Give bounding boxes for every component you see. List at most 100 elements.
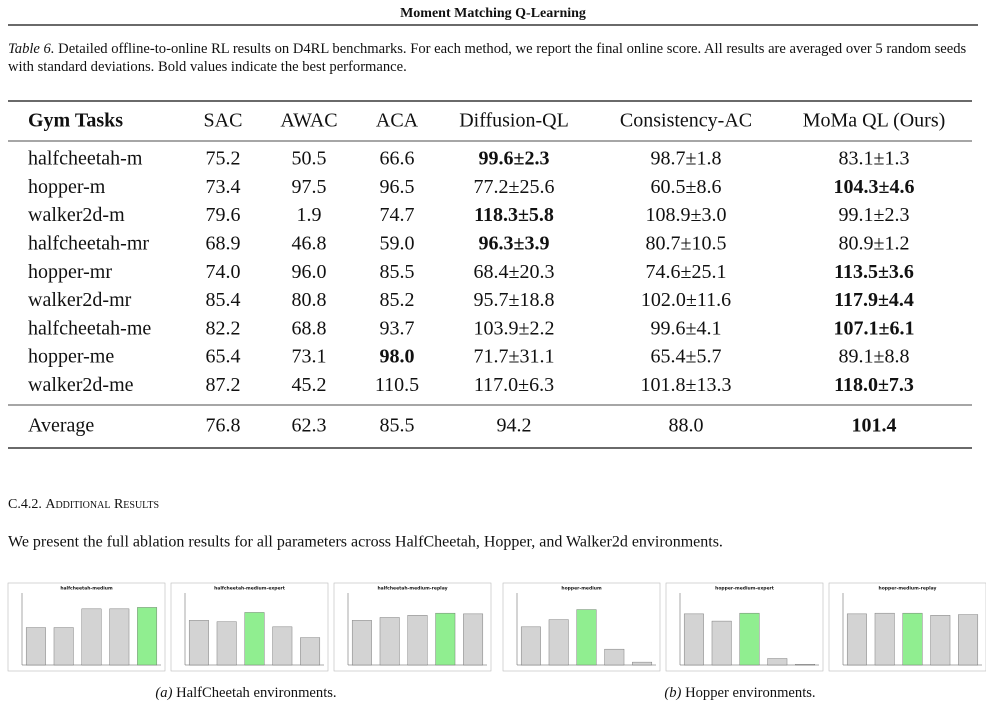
table-cell: 83.1±1.3 (839, 148, 910, 170)
table-cell: 50.5 (292, 148, 327, 170)
bar (576, 609, 597, 666)
bar (683, 613, 704, 666)
chart-title: hopper-medium-expert (715, 586, 775, 592)
table-cell: 87.2 (206, 374, 241, 396)
column-header: ACA (376, 110, 419, 132)
table-cell: 62.3 (292, 415, 327, 437)
table-cell: 80.9±1.2 (839, 232, 910, 254)
table-cell: 102.0±11.6 (641, 289, 731, 311)
bar (25, 627, 46, 666)
table-cell: 80.8 (292, 289, 327, 311)
figure-caption: (a) HalfCheetah environments. (155, 685, 336, 701)
bar (711, 620, 732, 666)
figure-label: (b) (664, 685, 681, 701)
row-label: halfcheetah-m (28, 148, 143, 170)
bar (188, 620, 209, 666)
bar (351, 620, 372, 666)
table-cell: 94.2 (497, 415, 532, 437)
table-cell: 110.5 (375, 374, 419, 396)
figure-caption: (b) Hopper environments. (664, 685, 815, 701)
table-cell: 104.3±4.6 (834, 176, 915, 198)
table-cell: 93.7 (380, 317, 415, 339)
table-cell: 77.2±25.6 (474, 176, 555, 198)
bar (520, 626, 541, 666)
bar (300, 637, 321, 666)
bar (407, 615, 428, 666)
chart-title: hopper-medium-replay (878, 586, 936, 592)
table-cell: 96.5 (380, 176, 415, 198)
table-cell: 60.5±8.6 (651, 176, 722, 198)
figure-caption-text: Hopper environments. (685, 685, 816, 701)
bar (604, 648, 625, 666)
bar (767, 658, 788, 666)
table-cell: 75.2 (206, 148, 241, 170)
table-cell: 74.0 (206, 261, 241, 283)
table-cell: 1.9 (297, 204, 322, 226)
bar (379, 617, 400, 666)
row-label: halfcheetah-mr (28, 232, 149, 254)
row-label: walker2d-me (28, 374, 134, 396)
table-cell: 45.2 (292, 374, 327, 396)
chart-title: halfcheetah-medium-replay (377, 586, 447, 592)
chart-title: hopper-medium (561, 586, 602, 592)
column-header: Diffusion-QL (459, 110, 569, 132)
running-header: Moment Matching Q-Learning (400, 6, 586, 21)
table-cell: 73.1 (292, 346, 327, 368)
table-cell: 66.6 (380, 148, 415, 170)
section-title: Additional Results (45, 497, 159, 512)
table-cell: 85.4 (206, 289, 241, 311)
table-cell: 85.5 (380, 415, 415, 437)
row-label: hopper-mr (28, 261, 112, 283)
table-cell: 99.6±2.3 (479, 148, 550, 170)
table-cell: 82.2 (206, 317, 241, 339)
table-cell: 108.9±3.0 (646, 204, 727, 226)
table-cell: 117.9±4.4 (834, 289, 914, 311)
bar (795, 664, 816, 666)
figure-label: (a) (155, 685, 172, 701)
bar (463, 613, 484, 666)
bar (109, 608, 130, 666)
table-cell: 101.8±13.3 (641, 374, 732, 396)
chart-title: halfcheetah-medium (60, 586, 113, 592)
table-caption: Table 6. Detailed offline-to-online RL r… (8, 40, 980, 76)
bar (548, 619, 569, 666)
table-cell: 85.2 (380, 289, 415, 311)
table-cell: 85.5 (380, 261, 415, 283)
table-cell: 98.7±1.8 (651, 148, 722, 170)
row-label: Average (28, 415, 94, 437)
table-cell: 80.7±10.5 (646, 232, 727, 254)
section-number: C.4.2. (8, 497, 42, 512)
table-cell: 79.6 (206, 204, 241, 226)
bar (216, 621, 237, 666)
table-cell: 68.4±20.3 (474, 261, 555, 283)
table-cell: 65.4±5.7 (651, 346, 722, 368)
bar (739, 612, 760, 666)
bar (632, 661, 653, 666)
table-cell: 65.4 (206, 346, 241, 368)
table-cell: 107.1±6.1 (834, 317, 915, 339)
table-cell: 95.7±18.8 (474, 289, 555, 311)
table-cell: 99.1±2.3 (839, 204, 910, 226)
row-label: walker2d-mr (28, 289, 132, 311)
bar (874, 612, 895, 666)
column-header: Gym Tasks (28, 110, 123, 132)
table-cell: 68.8 (292, 317, 327, 339)
figure-caption-text: HalfCheetah environments. (176, 685, 336, 701)
column-header: AWAC (280, 110, 337, 132)
row-label: walker2d-m (28, 204, 125, 226)
table-cell: 68.9 (206, 232, 241, 254)
bar (137, 607, 158, 666)
table-cell: 73.4 (206, 176, 241, 198)
bar (244, 612, 265, 666)
row-label: halfcheetah-me (28, 317, 151, 339)
table-cell: 98.0 (380, 346, 415, 368)
table-cell: 103.9±2.2 (474, 317, 555, 339)
caption-label: Table 6. (8, 41, 55, 57)
table-cell: 89.1±8.8 (839, 346, 910, 368)
table-cell: 96.0 (292, 261, 327, 283)
bar (53, 627, 74, 666)
bar (846, 613, 867, 666)
section-heading: C.4.2. Additional Results (8, 497, 159, 512)
column-header: Consistency-AC (620, 110, 752, 132)
